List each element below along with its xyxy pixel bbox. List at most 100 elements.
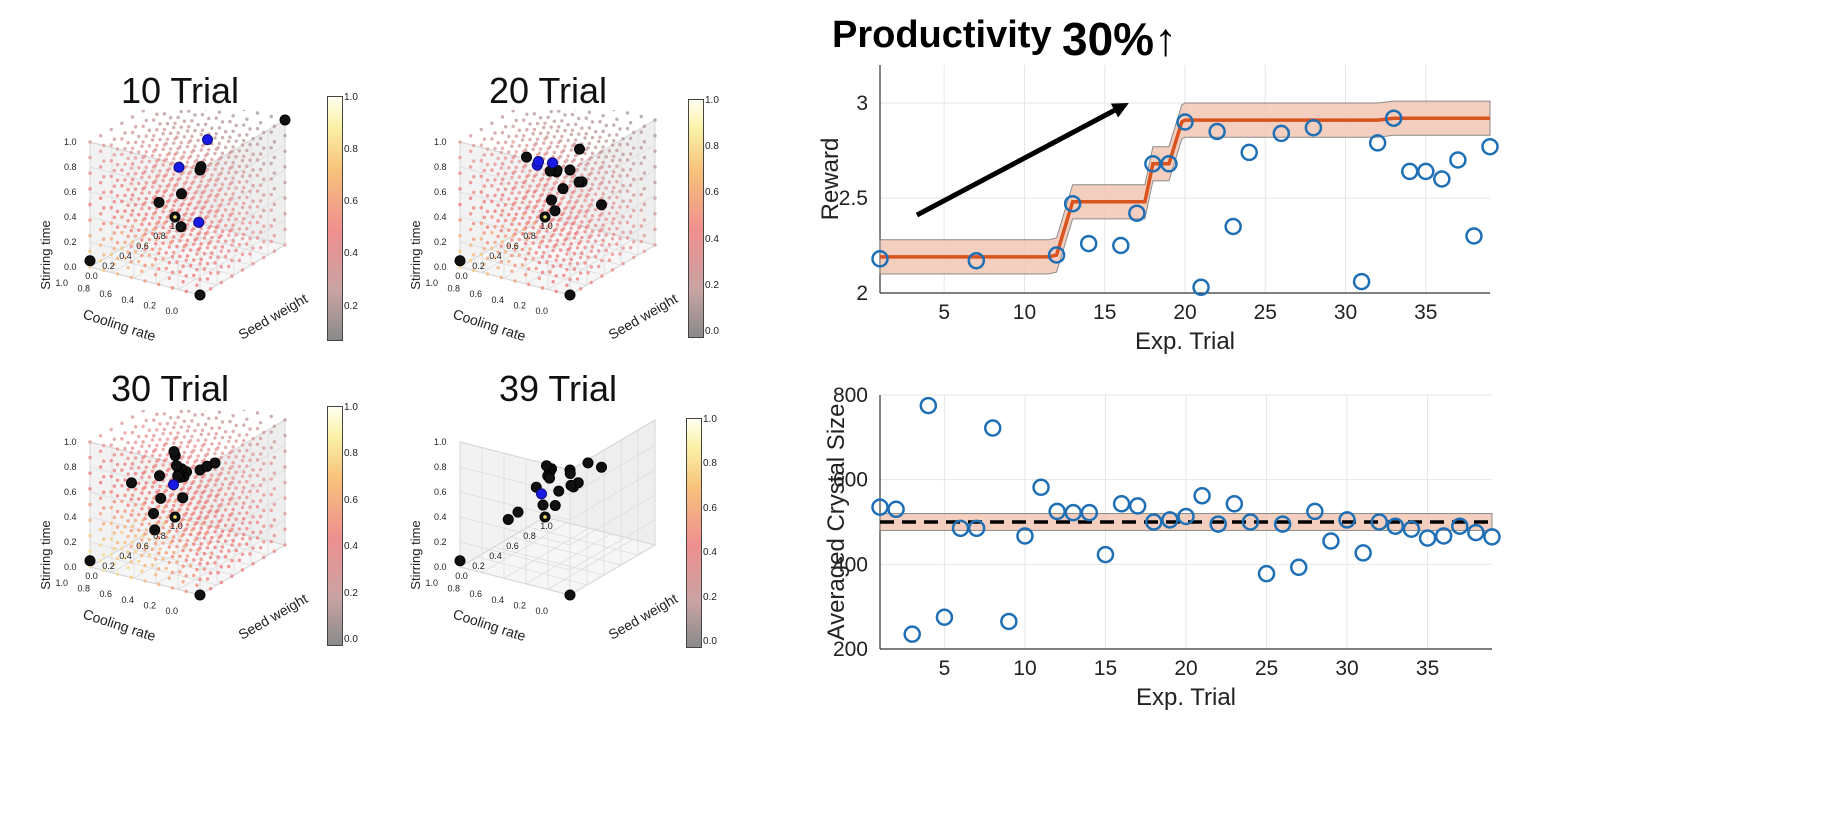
- candidate-point: [184, 289, 188, 294]
- candidate-point: [590, 214, 595, 218]
- candidate-point: [144, 165, 148, 170]
- candidate-point: [182, 182, 187, 186]
- x-tick-label: 35: [1414, 301, 1437, 324]
- candidate-point: [510, 207, 514, 211]
- candidate-point: [179, 487, 183, 492]
- reward-point: [1192, 278, 1210, 297]
- candidate-point: [217, 504, 222, 508]
- candidate-point: [178, 570, 182, 574]
- candidate-point: [531, 257, 535, 261]
- candidate-point: [269, 539, 273, 544]
- candidate-point: [272, 171, 277, 175]
- reward-point: [1224, 217, 1242, 236]
- candidate-point: [535, 121, 540, 126]
- candidate-point: [228, 198, 232, 202]
- candidate-point: [112, 500, 117, 504]
- candidate-point: [563, 207, 567, 211]
- candidate-point: [255, 426, 260, 431]
- candidate-point: [597, 217, 601, 222]
- candidate-point: [269, 130, 273, 134]
- candidate-point: [255, 536, 260, 540]
- candidate-point: [150, 232, 155, 236]
- candidate-point: [161, 463, 165, 467]
- candidate-point: [601, 239, 605, 243]
- candidate-point: [203, 122, 208, 127]
- y-tick-label: 0.0: [455, 571, 468, 581]
- candidate-point: [210, 426, 214, 430]
- candidate-point: [618, 158, 622, 162]
- candidate-point: [102, 143, 106, 148]
- candidate-point: [98, 496, 103, 500]
- sampled-point: [454, 555, 466, 567]
- candidate-point: [172, 172, 176, 177]
- candidate-point: [158, 437, 162, 442]
- candidate-point: [653, 118, 657, 122]
- candidate-point: [227, 171, 231, 175]
- candidate-point: [545, 244, 549, 249]
- candidate-point: [639, 239, 643, 244]
- x-tick-label: 10: [1013, 657, 1036, 680]
- candidate-point: [493, 240, 497, 245]
- x-tick-label: 25: [1254, 301, 1277, 324]
- candidate-point: [187, 218, 191, 223]
- candidate-point: [532, 205, 537, 210]
- candidate-point: [577, 163, 581, 168]
- candidate-point: [190, 434, 194, 439]
- candidate-point: [208, 287, 213, 291]
- candidate-point: [242, 454, 246, 459]
- candidate-point: [472, 268, 476, 273]
- candidate-point: [141, 234, 145, 238]
- candidate-point: [237, 258, 242, 262]
- candidate-point: [625, 205, 630, 209]
- candidate-point: [228, 498, 232, 502]
- candidate-point: [570, 144, 575, 148]
- candidate-point: [133, 218, 138, 223]
- candidate-point: [507, 134, 511, 139]
- z-tick-label: 0.2: [434, 537, 447, 547]
- candidate-point: [137, 166, 141, 170]
- candidate-point: [557, 140, 561, 145]
- candidate-point: [458, 202, 462, 207]
- candidate-point: [123, 146, 127, 151]
- candidate-point: [179, 110, 183, 114]
- candidate-point: [190, 228, 194, 232]
- candidate-point: [522, 118, 526, 122]
- candidate-point: [586, 239, 590, 244]
- candidate-point: [164, 235, 168, 239]
- candidate-point: [551, 280, 555, 284]
- candidate-point: [162, 112, 167, 116]
- candidate-point: [485, 147, 490, 151]
- candidate-point: [525, 112, 529, 116]
- candidate-point: [164, 535, 168, 539]
- candidate-point: [607, 258, 612, 262]
- candidate-point: [126, 472, 130, 476]
- candidate-point: [109, 505, 113, 510]
- candidate-point: [227, 202, 231, 206]
- candidate-point: [143, 279, 147, 283]
- candidate-point: [176, 178, 180, 182]
- sampled-point: [549, 205, 561, 217]
- candidate-point: [642, 202, 647, 207]
- x-tick-label: 1.0: [56, 278, 69, 288]
- candidate-point: [499, 228, 503, 233]
- candidate-point: [468, 243, 473, 247]
- candidate-point: [123, 431, 127, 435]
- y-tick-label: 200: [833, 638, 868, 661]
- candidate-point: [522, 212, 526, 216]
- candidate-point: [172, 141, 176, 145]
- candidate-point: [511, 124, 515, 129]
- candidate-point: [653, 227, 657, 232]
- candidate-point: [231, 414, 235, 418]
- candidate-point: [540, 286, 545, 290]
- candidate-point: [500, 146, 505, 150]
- candidate-point: [272, 502, 277, 507]
- candidate-point: [584, 163, 588, 167]
- candidate-point: [162, 143, 167, 147]
- candidate-point: [137, 559, 141, 564]
- candidate-point: [228, 451, 232, 455]
- candidate-point: [195, 283, 199, 287]
- candidate-point: [130, 209, 135, 213]
- candidate-point: [173, 437, 177, 441]
- candidate-point: [251, 468, 255, 472]
- candidate-point: [213, 167, 217, 171]
